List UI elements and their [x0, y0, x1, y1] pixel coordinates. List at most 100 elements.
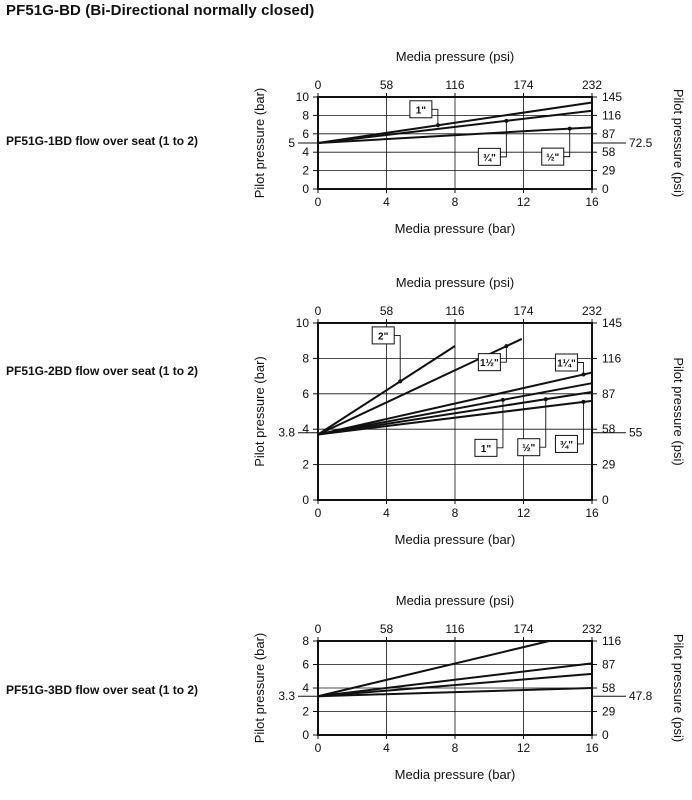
chart-2-y-right-tick-label: 29 — [602, 458, 616, 472]
chart-1-callout-box — [409, 100, 433, 119]
chart-2-y-right-axis-title: Pilot pressure (psi) — [671, 357, 686, 465]
chart-1-x-tick-label: 12 — [517, 195, 531, 209]
chart-1-x-tick-label: 16 — [585, 195, 599, 209]
chart-3-x-top-tick-label: 174 — [513, 622, 533, 636]
chart-2-callout-leader — [496, 399, 504, 449]
chart-3-x-tick-label: 4 — [383, 741, 390, 755]
chart-2-callout-leader — [394, 334, 401, 382]
chart-1-y-right-tick-label: 0 — [602, 182, 609, 196]
chart-1-x-top-tick-label: 0 — [315, 78, 322, 92]
chart-1-y-tick-label: 0 — [302, 182, 309, 196]
chart-2-y-right-tick-label: 0 — [602, 493, 609, 507]
chart-1-x-top-tick-label: 174 — [513, 78, 533, 92]
chart-2-series-label: 1¼" — [557, 358, 576, 369]
chart-3-x-tick-label: 16 — [585, 741, 599, 755]
chart-3-series-line-1 — [317, 640, 550, 698]
chart-2-y-right-tick-label: 145 — [602, 316, 622, 330]
chart-2-callout-box — [554, 434, 578, 453]
chart-3-x-tick-label: 12 — [517, 741, 531, 755]
chart-1-x-axis-title: Media pressure (bar) — [395, 221, 516, 236]
chart-1-series-label: ¾" — [483, 153, 496, 164]
chart-1-y-right-tick-label: 87 — [602, 127, 616, 141]
chart-2-x-tick-label: 0 — [315, 506, 322, 520]
chart-3-y-tick-label: 2 — [302, 705, 309, 719]
chart-2-y-right-tick-label: 58 — [602, 422, 616, 436]
chart-2-label: PF51G-2BD flow over seat (1 to 2) — [6, 364, 199, 378]
chart-1-start-marker-right-label: 72.5 — [629, 136, 653, 150]
chart-1-callout-leader — [563, 128, 571, 158]
chart-1-plot-frame — [317, 96, 593, 190]
chart-3-start-marker-right-label: 47.8 — [629, 689, 653, 703]
chart-3-y-tick-label: 8 — [302, 634, 309, 648]
chart-2-callout-leader — [577, 401, 584, 445]
chart-3-y-right-tick-label: 87 — [602, 658, 616, 672]
chart-3-x-axis-title: Media pressure (bar) — [395, 767, 516, 782]
chart-2-x-top-tick-label: 58 — [380, 304, 394, 318]
chart-1-series-line-1 — [317, 101, 593, 144]
chart-1-y-tick-label: 4 — [302, 145, 309, 159]
chart-2-x-tick-label: 16 — [585, 506, 599, 520]
chart-2-series-line-3 — [317, 371, 593, 436]
chart-2-series-label: 1" — [481, 444, 492, 455]
chart-3-y-right-tick-label: 29 — [602, 705, 616, 719]
chart-2-x-axis-title: Media pressure (bar) — [395, 532, 516, 547]
chart-2-y-right-tick-label: 116 — [602, 351, 621, 365]
chart-1-callout-leader — [500, 120, 507, 158]
chart-1-y-right-tick-label: 116 — [602, 108, 621, 122]
chart-2-series-label: ¾" — [560, 440, 573, 451]
chart-2-start-marker-right-label: 55 — [629, 426, 643, 440]
chart-2-callout-box — [517, 438, 541, 457]
chart-3-y-right-tick-label: 0 — [602, 728, 609, 742]
chart-3-y-tick-label: 0 — [302, 728, 309, 742]
chart-2-series-label: 2" — [378, 331, 389, 342]
chart-3-y-tick-label: 4 — [302, 681, 309, 695]
chart-1-y-right-tick-label: 145 — [602, 90, 622, 104]
chart-3-x-top-tick-label: 0 — [315, 622, 322, 636]
chart-2-x-top-axis-title: Media pressure (psi) — [396, 275, 515, 290]
chart-3-y-tick-label: 6 — [302, 658, 309, 672]
chart-2-callout-leader — [577, 362, 584, 375]
chart-1-series-label: 1" — [416, 105, 427, 116]
chart-1-label: PF51G-1BD flow over seat (1 to 2) — [6, 134, 199, 148]
chart-2-y-tick-label: 6 — [302, 387, 309, 401]
chart-3-x-top-tick-label: 58 — [380, 622, 394, 636]
chart-2-y-tick-label: 8 — [302, 351, 309, 365]
chart-2-start-marker-left-label: 3.8 — [278, 426, 295, 440]
chart-1-x-top-tick-label: 58 — [380, 78, 394, 92]
chart-1-callout-leader — [431, 108, 439, 126]
chart-2-callout-leader — [500, 346, 507, 363]
chart-3-series-line-3 — [317, 672, 593, 698]
chart-2-callout-box — [371, 326, 395, 345]
chart-1-x-top-tick-label: 232 — [582, 78, 602, 92]
chart-2-y-axis-title: Pilot pressure (bar) — [252, 356, 267, 467]
chart-1-x-top-axis-title: Media pressure (psi) — [396, 49, 515, 64]
chart-3-y-right-axis-title: Pilot pressure (psi) — [671, 634, 686, 742]
chart-2-x-top-tick-label: 174 — [513, 304, 533, 318]
chart-2-series-line-1 — [317, 345, 456, 436]
chart-3-x-top-tick-label: 232 — [582, 622, 602, 636]
page-title: PF51G-BD (Bi-Directional normally closed… — [6, 2, 315, 19]
chart-2-x-tick-label: 8 — [452, 506, 459, 520]
chart-2-y-tick-label: 10 — [296, 316, 310, 330]
chart-3-start-marker-left-label: 3.3 — [278, 689, 295, 703]
chart-2-x-tick-label: 4 — [383, 506, 390, 520]
chart-2-callout-box — [554, 353, 578, 372]
chart-1-series-label: ½" — [546, 153, 559, 164]
chart-1-y-right-tick-label: 29 — [602, 164, 616, 178]
chart-3-y-right-tick-label: 116 — [602, 634, 621, 648]
chart-2-x-top-tick-label: 116 — [445, 304, 464, 318]
chart-2-x-tick-label: 12 — [517, 506, 531, 520]
chart-3-plot-frame — [317, 640, 593, 736]
chart-1-y-tick-label: 2 — [302, 164, 309, 178]
chart-1-y-tick-label: 8 — [302, 108, 309, 122]
chart-2-series-line-6 — [317, 399, 593, 436]
chart-1-callout-box — [477, 147, 501, 166]
chart-1-start-marker-left-label: 5 — [288, 136, 295, 150]
chart-1-callout-box — [541, 147, 565, 166]
chart-1-series-line-3 — [317, 126, 593, 144]
chart-3-y-axis-title: Pilot pressure (bar) — [252, 633, 267, 744]
chart-1-y-right-axis-title: Pilot pressure (psi) — [671, 89, 686, 197]
chart-2-x-top-tick-label: 232 — [582, 304, 602, 318]
chart-1-x-tick-label: 0 — [315, 195, 322, 209]
